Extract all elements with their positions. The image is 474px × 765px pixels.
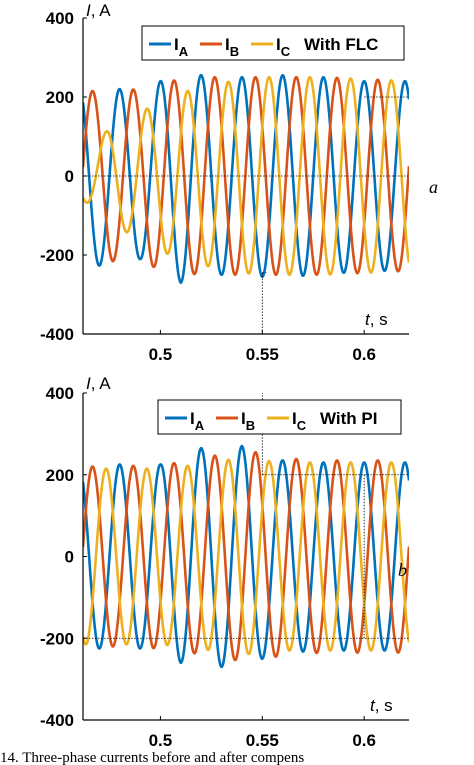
y-axis-label: I, A xyxy=(86,1,111,20)
panel-letter: b xyxy=(398,560,407,580)
x-tick-label: 0.6 xyxy=(352,345,376,364)
y-tick-label: -400 xyxy=(40,711,74,730)
legend: IA IB IC With FLC xyxy=(141,25,405,61)
panel-a: 400 200 0 -200 -400 0.5 0.55 0.6 I, A t, s a I… xyxy=(40,1,438,364)
x-tick-label: 0.55 xyxy=(246,731,279,750)
x-tick-label: 0.55 xyxy=(246,345,279,364)
x-tick-label: 0.5 xyxy=(149,345,173,364)
y-axis-label: I, A xyxy=(86,374,111,393)
x-tick-label: 0.5 xyxy=(149,731,173,750)
series-line-C xyxy=(83,458,409,656)
x-tick-label: 0.6 xyxy=(352,731,376,750)
y-tick-label: 200 xyxy=(46,466,74,485)
y-tick-label: 400 xyxy=(46,384,74,403)
y-tick-label: 0 xyxy=(65,548,74,567)
y-tick-label: -200 xyxy=(40,629,74,648)
series-line-A xyxy=(83,444,409,669)
y-tick-label: -400 xyxy=(40,325,74,344)
y-tick-label: -200 xyxy=(40,246,74,265)
legend-suffix: With FLC xyxy=(304,35,378,54)
panel-letter: a xyxy=(429,177,438,197)
figure-caption: 14. Three-phase currents before and afte… xyxy=(0,750,304,765)
series-line-A xyxy=(83,73,409,285)
y-tick-label: 400 xyxy=(46,9,74,28)
series-line-B xyxy=(83,75,409,277)
y-tick-label: 0 xyxy=(65,167,74,186)
legend: IA IB IC With PI xyxy=(157,399,402,435)
series-line-B xyxy=(83,450,409,662)
y-tick-label: 200 xyxy=(46,88,74,107)
series-line-C xyxy=(83,75,409,277)
x-axis-label: t, s xyxy=(365,310,388,329)
legend-suffix: With PI xyxy=(320,409,377,428)
panel-b: 400 200 0 -200 -400 0.5 0.55 0.6 I, A t, s b I… xyxy=(40,374,409,750)
x-axis-label: t, s xyxy=(370,696,393,715)
